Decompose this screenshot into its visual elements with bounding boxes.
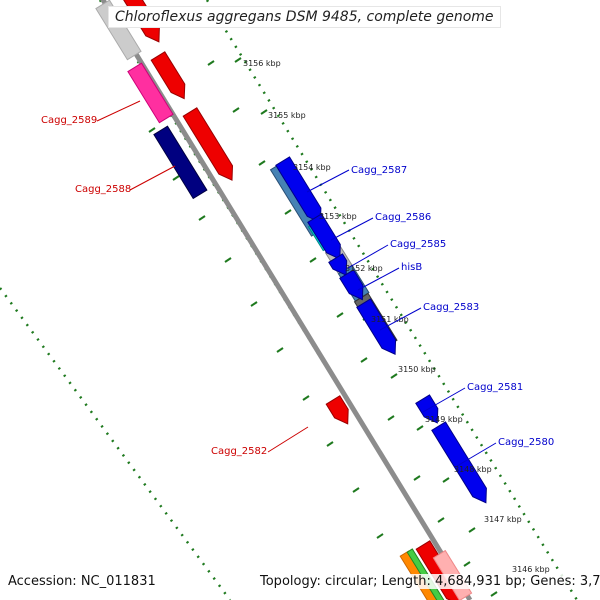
ruler-tick-28 bbox=[276, 347, 284, 353]
ruler-tick-10 bbox=[463, 561, 471, 567]
tick-label: 3149 kbp bbox=[425, 415, 463, 424]
ruler-tick-14 bbox=[260, 109, 268, 115]
tick-label: 3156 kbp bbox=[243, 59, 281, 68]
ruler-tick-6 bbox=[360, 357, 368, 363]
tick-label: 3153 kbp bbox=[319, 212, 357, 221]
ruler-tick-0 bbox=[207, 60, 215, 66]
tick-label: 3152 kbp bbox=[345, 264, 383, 273]
ruler-tick-9 bbox=[437, 517, 445, 523]
ruler-tick-23 bbox=[148, 127, 156, 133]
forward-label-line bbox=[379, 307, 422, 331]
forward-label-line bbox=[422, 387, 466, 413]
ruler-tick-25 bbox=[198, 215, 206, 221]
ruler-tick-1 bbox=[232, 107, 240, 113]
forward-label-line bbox=[347, 244, 389, 269]
ruler-tick-11 bbox=[490, 591, 498, 597]
reverse-label-line bbox=[129, 165, 176, 191]
forward-label-line bbox=[357, 267, 400, 291]
tick-label: 3151 kbp bbox=[371, 315, 409, 324]
ruler-line-2 bbox=[0, 287, 232, 600]
tick-label: 3150 kbp bbox=[398, 365, 436, 374]
tick-label: 3154 kbp bbox=[293, 163, 331, 172]
ruler-tick-3 bbox=[284, 209, 292, 215]
ruler-tick-19 bbox=[390, 373, 398, 379]
ruler-tick-26 bbox=[224, 257, 232, 263]
tick-label: 3155 kbp bbox=[268, 111, 306, 120]
ruler-tick-20 bbox=[416, 425, 424, 431]
feature-blue-2 bbox=[307, 213, 341, 260]
feature-upper-navy bbox=[153, 125, 208, 200]
gene-label-layer: Cagg_2589 Cagg_2588 Cagg_2582 Cagg_2587 Cagg… bbox=[41, 100, 554, 467]
feature-blue-7 bbox=[431, 421, 487, 504]
tick-label: 3146 kbp bbox=[512, 565, 550, 574]
forward-gene-label: Cagg_2586 bbox=[375, 212, 431, 223]
forward-gene-label: Cagg_2587 bbox=[351, 165, 407, 176]
forward-gene-label: hisB bbox=[401, 262, 422, 273]
ruler-tick-22 bbox=[468, 527, 476, 533]
ruler-tick-21 bbox=[442, 477, 450, 483]
feature-upper-magenta bbox=[127, 62, 174, 124]
topology-text: Topology: circular; Length: 4,684,931 bp… bbox=[260, 574, 600, 589]
forward-label-line bbox=[330, 217, 374, 241]
reverse-label-line bbox=[267, 426, 309, 453]
forward-gene-label: Cagg_2581 bbox=[467, 382, 523, 393]
forward-label-line bbox=[306, 169, 350, 193]
ruler-tick-5 bbox=[336, 312, 344, 318]
ruler-tick-29 bbox=[302, 395, 310, 401]
ruler-tick-24 bbox=[172, 175, 180, 181]
feature-upper-red-3 bbox=[182, 107, 234, 181]
feature-blue-6 bbox=[415, 394, 439, 424]
ruler-tick-7 bbox=[387, 415, 395, 421]
ruler-tick-27 bbox=[250, 301, 258, 307]
reverse-gene-label: Cagg_2588 bbox=[75, 184, 131, 195]
feature-upper-gray bbox=[95, 0, 142, 61]
feature-layer bbox=[95, 0, 487, 600]
ruler-tick-8 bbox=[413, 475, 421, 481]
forward-label-line bbox=[456, 442, 497, 467]
ruler-tick-31 bbox=[352, 487, 360, 493]
feature-blue-4 bbox=[339, 269, 364, 301]
map-title: Chloroflexus aggregans DSM 9485, complet… bbox=[108, 6, 501, 28]
reverse-gene-label: Cagg_2589 bbox=[41, 115, 97, 126]
ruler-tick-30 bbox=[326, 441, 334, 447]
feature-red-lone bbox=[325, 395, 349, 425]
feature-upper-red-2 bbox=[150, 51, 186, 100]
reverse-label-line bbox=[96, 100, 141, 122]
accession-text: Accession: NC_011831 bbox=[8, 574, 156, 589]
feature-blue-3 bbox=[328, 253, 348, 276]
ruler-tick-32 bbox=[376, 533, 384, 539]
reverse-gene-label: Cagg_2582 bbox=[211, 446, 267, 457]
ruler-tick-13 bbox=[234, 57, 242, 63]
forward-gene-label: Cagg_2580 bbox=[498, 437, 554, 448]
ruler-tick-4 bbox=[309, 257, 317, 263]
feature-blue-5 bbox=[356, 298, 397, 355]
forward-gene-label: Cagg_2585 bbox=[390, 239, 446, 250]
ruler-tick-2 bbox=[258, 160, 266, 166]
ruler-line-1 bbox=[205, 0, 579, 600]
tick-label: 3148 kbp bbox=[454, 465, 492, 474]
tick-label: 3147 kbp bbox=[484, 515, 522, 524]
forward-gene-label: Cagg_2583 bbox=[423, 302, 479, 313]
